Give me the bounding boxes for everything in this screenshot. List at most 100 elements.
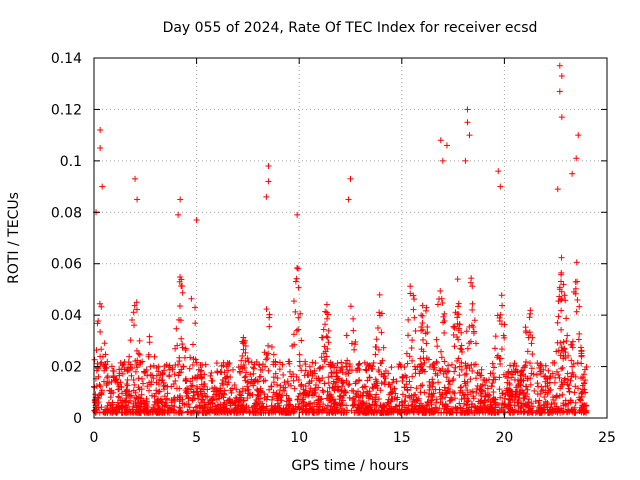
- data-point: [464, 106, 471, 113]
- data-point: [251, 378, 258, 385]
- data-point: [304, 371, 311, 378]
- data-point: [178, 335, 185, 342]
- data-point: [236, 389, 243, 396]
- data-point: [559, 391, 566, 398]
- data-point: [539, 408, 546, 415]
- data-point: [322, 348, 329, 355]
- data-point: [320, 401, 327, 408]
- data-point: [339, 377, 346, 384]
- data-point: [422, 330, 429, 337]
- data-point: [540, 386, 547, 393]
- data-point: [165, 364, 172, 371]
- data-point: [528, 400, 535, 407]
- data-point: [582, 389, 589, 396]
- data-point: [553, 348, 560, 355]
- data-point: [497, 394, 504, 401]
- data-point: [117, 359, 124, 366]
- data-point: [443, 374, 450, 381]
- data-point: [92, 391, 99, 398]
- data-point: [159, 377, 166, 384]
- data-point: [263, 306, 270, 313]
- data-point: [366, 402, 373, 409]
- data-point: [534, 360, 541, 367]
- data-point: [103, 406, 110, 413]
- data-point: [208, 396, 215, 403]
- data-point: [264, 393, 271, 400]
- data-point: [562, 349, 569, 356]
- data-point: [558, 307, 565, 314]
- data-point: [411, 296, 418, 303]
- data-point: [100, 378, 107, 385]
- data-point: [102, 351, 109, 358]
- data-point: [407, 384, 414, 391]
- data-point: [419, 368, 426, 375]
- data-point: [136, 409, 143, 416]
- data-point: [161, 363, 168, 370]
- data-point: [242, 357, 249, 364]
- data-point: [315, 406, 322, 413]
- data-point: [535, 408, 542, 415]
- data-point: [511, 409, 518, 416]
- data-point: [201, 381, 208, 388]
- data-point: [177, 273, 184, 280]
- data-point: [335, 384, 342, 391]
- data-point: [110, 374, 117, 381]
- data-point: [363, 367, 370, 374]
- data-point: [446, 409, 453, 416]
- data-point: [576, 330, 583, 337]
- data-point: [130, 409, 137, 416]
- data-point: [538, 383, 545, 390]
- data-point: [394, 396, 401, 403]
- data-point: [174, 361, 181, 368]
- y-tick-label: 0.02: [51, 360, 82, 376]
- data-point: [552, 374, 559, 381]
- data-point: [430, 366, 437, 373]
- data-point: [324, 334, 331, 341]
- data-point: [190, 392, 197, 399]
- data-point: [239, 388, 246, 395]
- data-point: [338, 359, 345, 366]
- data-point: [538, 368, 545, 375]
- data-point: [187, 354, 194, 361]
- data-point: [136, 351, 143, 358]
- data-point: [402, 398, 409, 405]
- data-point: [364, 377, 371, 384]
- data-point: [578, 375, 585, 382]
- data-point: [183, 401, 190, 408]
- data-point: [289, 405, 296, 412]
- data-point: [99, 183, 106, 190]
- data-point: [193, 217, 200, 223]
- data-point: [438, 354, 445, 361]
- data-point: [300, 386, 307, 393]
- data-point: [291, 331, 298, 338]
- data-point: [440, 319, 447, 326]
- data-point: [378, 409, 385, 416]
- data-point: [570, 360, 577, 367]
- data-point: [169, 364, 176, 371]
- data-point: [125, 359, 132, 366]
- data-point: [556, 293, 563, 300]
- data-point: [136, 337, 143, 344]
- data-point: [520, 409, 527, 416]
- data-point: [518, 400, 525, 407]
- data-point: [286, 397, 293, 404]
- data-point: [556, 392, 563, 399]
- data-point: [318, 409, 325, 416]
- data-point: [525, 408, 532, 415]
- data-point: [158, 396, 165, 403]
- data-point: [533, 371, 540, 378]
- data-point: [205, 399, 212, 406]
- data-point: [175, 211, 182, 218]
- data-point: [496, 317, 503, 324]
- data-point: [419, 302, 426, 309]
- data-point: [564, 332, 571, 339]
- data-point: [117, 379, 124, 386]
- data-point: [582, 366, 589, 373]
- data-point: [491, 374, 498, 381]
- data-point: [333, 373, 340, 380]
- data-point: [429, 362, 436, 369]
- data-point: [455, 303, 462, 310]
- data-point: [355, 361, 362, 368]
- data-point: [193, 383, 200, 390]
- data-point: [218, 393, 225, 400]
